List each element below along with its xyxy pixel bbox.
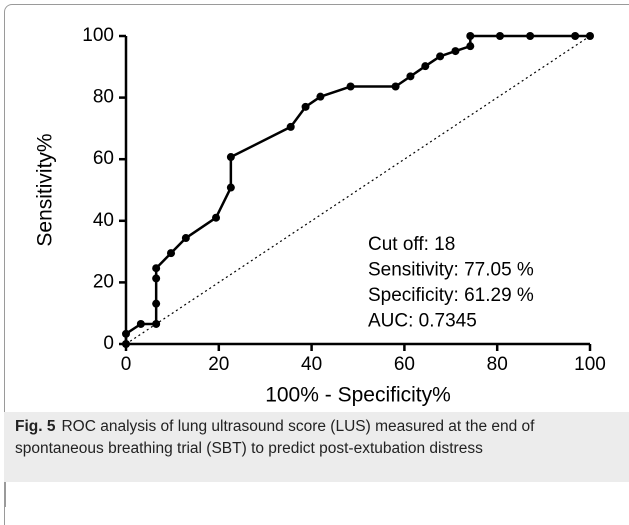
roc-point (346, 82, 355, 91)
roc-point (152, 264, 161, 273)
roc-point (136, 319, 145, 328)
roc-point (586, 32, 594, 40)
roc-point (286, 122, 295, 131)
roc-point (391, 82, 400, 91)
x-tick-label: 60 (394, 354, 415, 375)
roc-point (152, 299, 161, 308)
annotation: Sensitivity: 77.05 % (368, 260, 534, 281)
roc-point (421, 62, 430, 71)
roc-point (167, 249, 176, 258)
caption-border (4, 482, 6, 507)
roc-point (152, 319, 161, 328)
roc-point (122, 329, 130, 338)
roc-point (316, 92, 325, 101)
y-tick-label: 0 (103, 333, 114, 354)
roc-point (466, 32, 475, 40)
annotation: Specificity: 61.29 % (368, 285, 534, 306)
roc-point (122, 340, 130, 348)
roc-point (451, 47, 460, 56)
x-axis-label: 100% - Specificity% (265, 384, 451, 407)
x-tick-label: 40 (301, 354, 322, 375)
roc-point (152, 274, 161, 283)
roc-point (301, 102, 310, 111)
y-tick-label: 40 (93, 210, 114, 231)
x-tick-label: 100 (574, 354, 606, 375)
caption-label: Fig. 5 (15, 418, 56, 435)
x-tick-label: 20 (208, 354, 229, 375)
y-tick-label: 100 (82, 25, 114, 46)
chart: 100% - Specificity% Sensitivity% 0 20 40 60… (34, 25, 606, 407)
figure-caption: Fig. 5 ROC analysis of lung ultrasound sc… (4, 412, 629, 482)
x-tick-label: 0 (121, 354, 132, 375)
y-tick-label: 80 (93, 87, 114, 108)
page: {"chart_data": {"type": "line", "xlabel"… (4, 4, 629, 525)
roc-point (436, 52, 445, 61)
roc-point (212, 213, 221, 222)
figure-frame (4, 4, 629, 525)
roc-point (466, 42, 475, 51)
roc-point (495, 32, 504, 40)
x-tick-label: 80 (487, 354, 508, 375)
y-tick-label: 60 (93, 148, 114, 169)
y-axis-label: Sensitivity% (34, 133, 57, 246)
roc-point (406, 72, 415, 81)
y-tick-label: 20 (93, 271, 114, 292)
roc-point (181, 234, 190, 243)
annotation: Cut off: 18 (368, 234, 455, 255)
roc-point (526, 32, 535, 40)
roc-point (571, 32, 580, 40)
annotation: AUC: 0.7345 (368, 311, 477, 332)
roc-point (226, 183, 235, 192)
roc-point (226, 153, 235, 162)
caption-text: ROC analysis of lung ultrasound score (L… (15, 418, 535, 457)
